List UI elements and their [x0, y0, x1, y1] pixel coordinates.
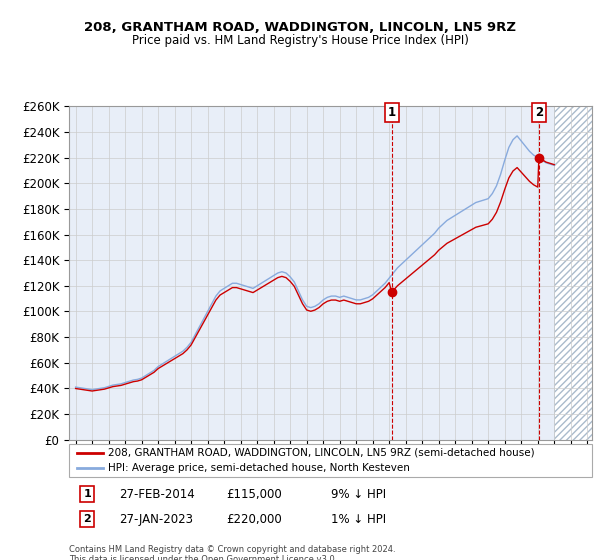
Text: HPI: Average price, semi-detached house, North Kesteven: HPI: Average price, semi-detached house,… — [108, 463, 410, 473]
Text: 208, GRANTHAM ROAD, WADDINGTON, LINCOLN, LN5 9RZ: 208, GRANTHAM ROAD, WADDINGTON, LINCOLN,… — [84, 21, 516, 34]
Text: 2: 2 — [83, 515, 91, 524]
Text: £220,000: £220,000 — [226, 513, 282, 526]
Bar — [554, 106, 592, 440]
Text: 9% ↓ HPI: 9% ↓ HPI — [331, 488, 386, 501]
Text: 1: 1 — [388, 106, 396, 119]
Text: 208, GRANTHAM ROAD, WADDINGTON, LINCOLN, LN5 9RZ (semi-detached house): 208, GRANTHAM ROAD, WADDINGTON, LINCOLN,… — [108, 447, 535, 458]
Text: 1: 1 — [83, 489, 91, 500]
Text: Contains HM Land Registry data © Crown copyright and database right 2024.
This d: Contains HM Land Registry data © Crown c… — [69, 545, 395, 560]
FancyBboxPatch shape — [69, 444, 592, 477]
Text: 27-JAN-2023: 27-JAN-2023 — [119, 513, 193, 526]
Text: Price paid vs. HM Land Registry's House Price Index (HPI): Price paid vs. HM Land Registry's House … — [131, 34, 469, 46]
Text: £115,000: £115,000 — [226, 488, 282, 501]
Text: 1% ↓ HPI: 1% ↓ HPI — [331, 513, 386, 526]
Text: 27-FEB-2014: 27-FEB-2014 — [119, 488, 194, 501]
Bar — [554, 106, 592, 440]
Text: 2: 2 — [535, 106, 543, 119]
